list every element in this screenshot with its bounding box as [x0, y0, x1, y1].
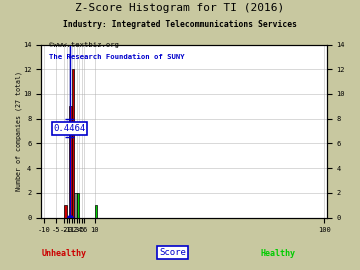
Bar — [95, 205, 97, 218]
Text: Industry: Integrated Telecommunications Services: Industry: Integrated Telecommunications … — [63, 20, 297, 29]
Text: 0.4464: 0.4464 — [53, 124, 86, 133]
Text: Unhealthy: Unhealthy — [41, 249, 86, 258]
Y-axis label: Number of companies (27 total): Number of companies (27 total) — [15, 71, 22, 191]
Text: Healthy: Healthy — [260, 249, 295, 258]
Text: Z-Score Histogram for TI (2016): Z-Score Histogram for TI (2016) — [75, 3, 285, 13]
Bar — [74, 193, 77, 218]
Text: ©www.textbiz.org: ©www.textbiz.org — [49, 42, 118, 48]
Bar — [72, 69, 74, 218]
Bar — [64, 205, 67, 218]
Bar — [77, 193, 79, 218]
Text: Score: Score — [159, 248, 186, 257]
Bar — [69, 106, 72, 218]
Text: The Research Foundation of SUNY: The Research Foundation of SUNY — [49, 54, 184, 60]
